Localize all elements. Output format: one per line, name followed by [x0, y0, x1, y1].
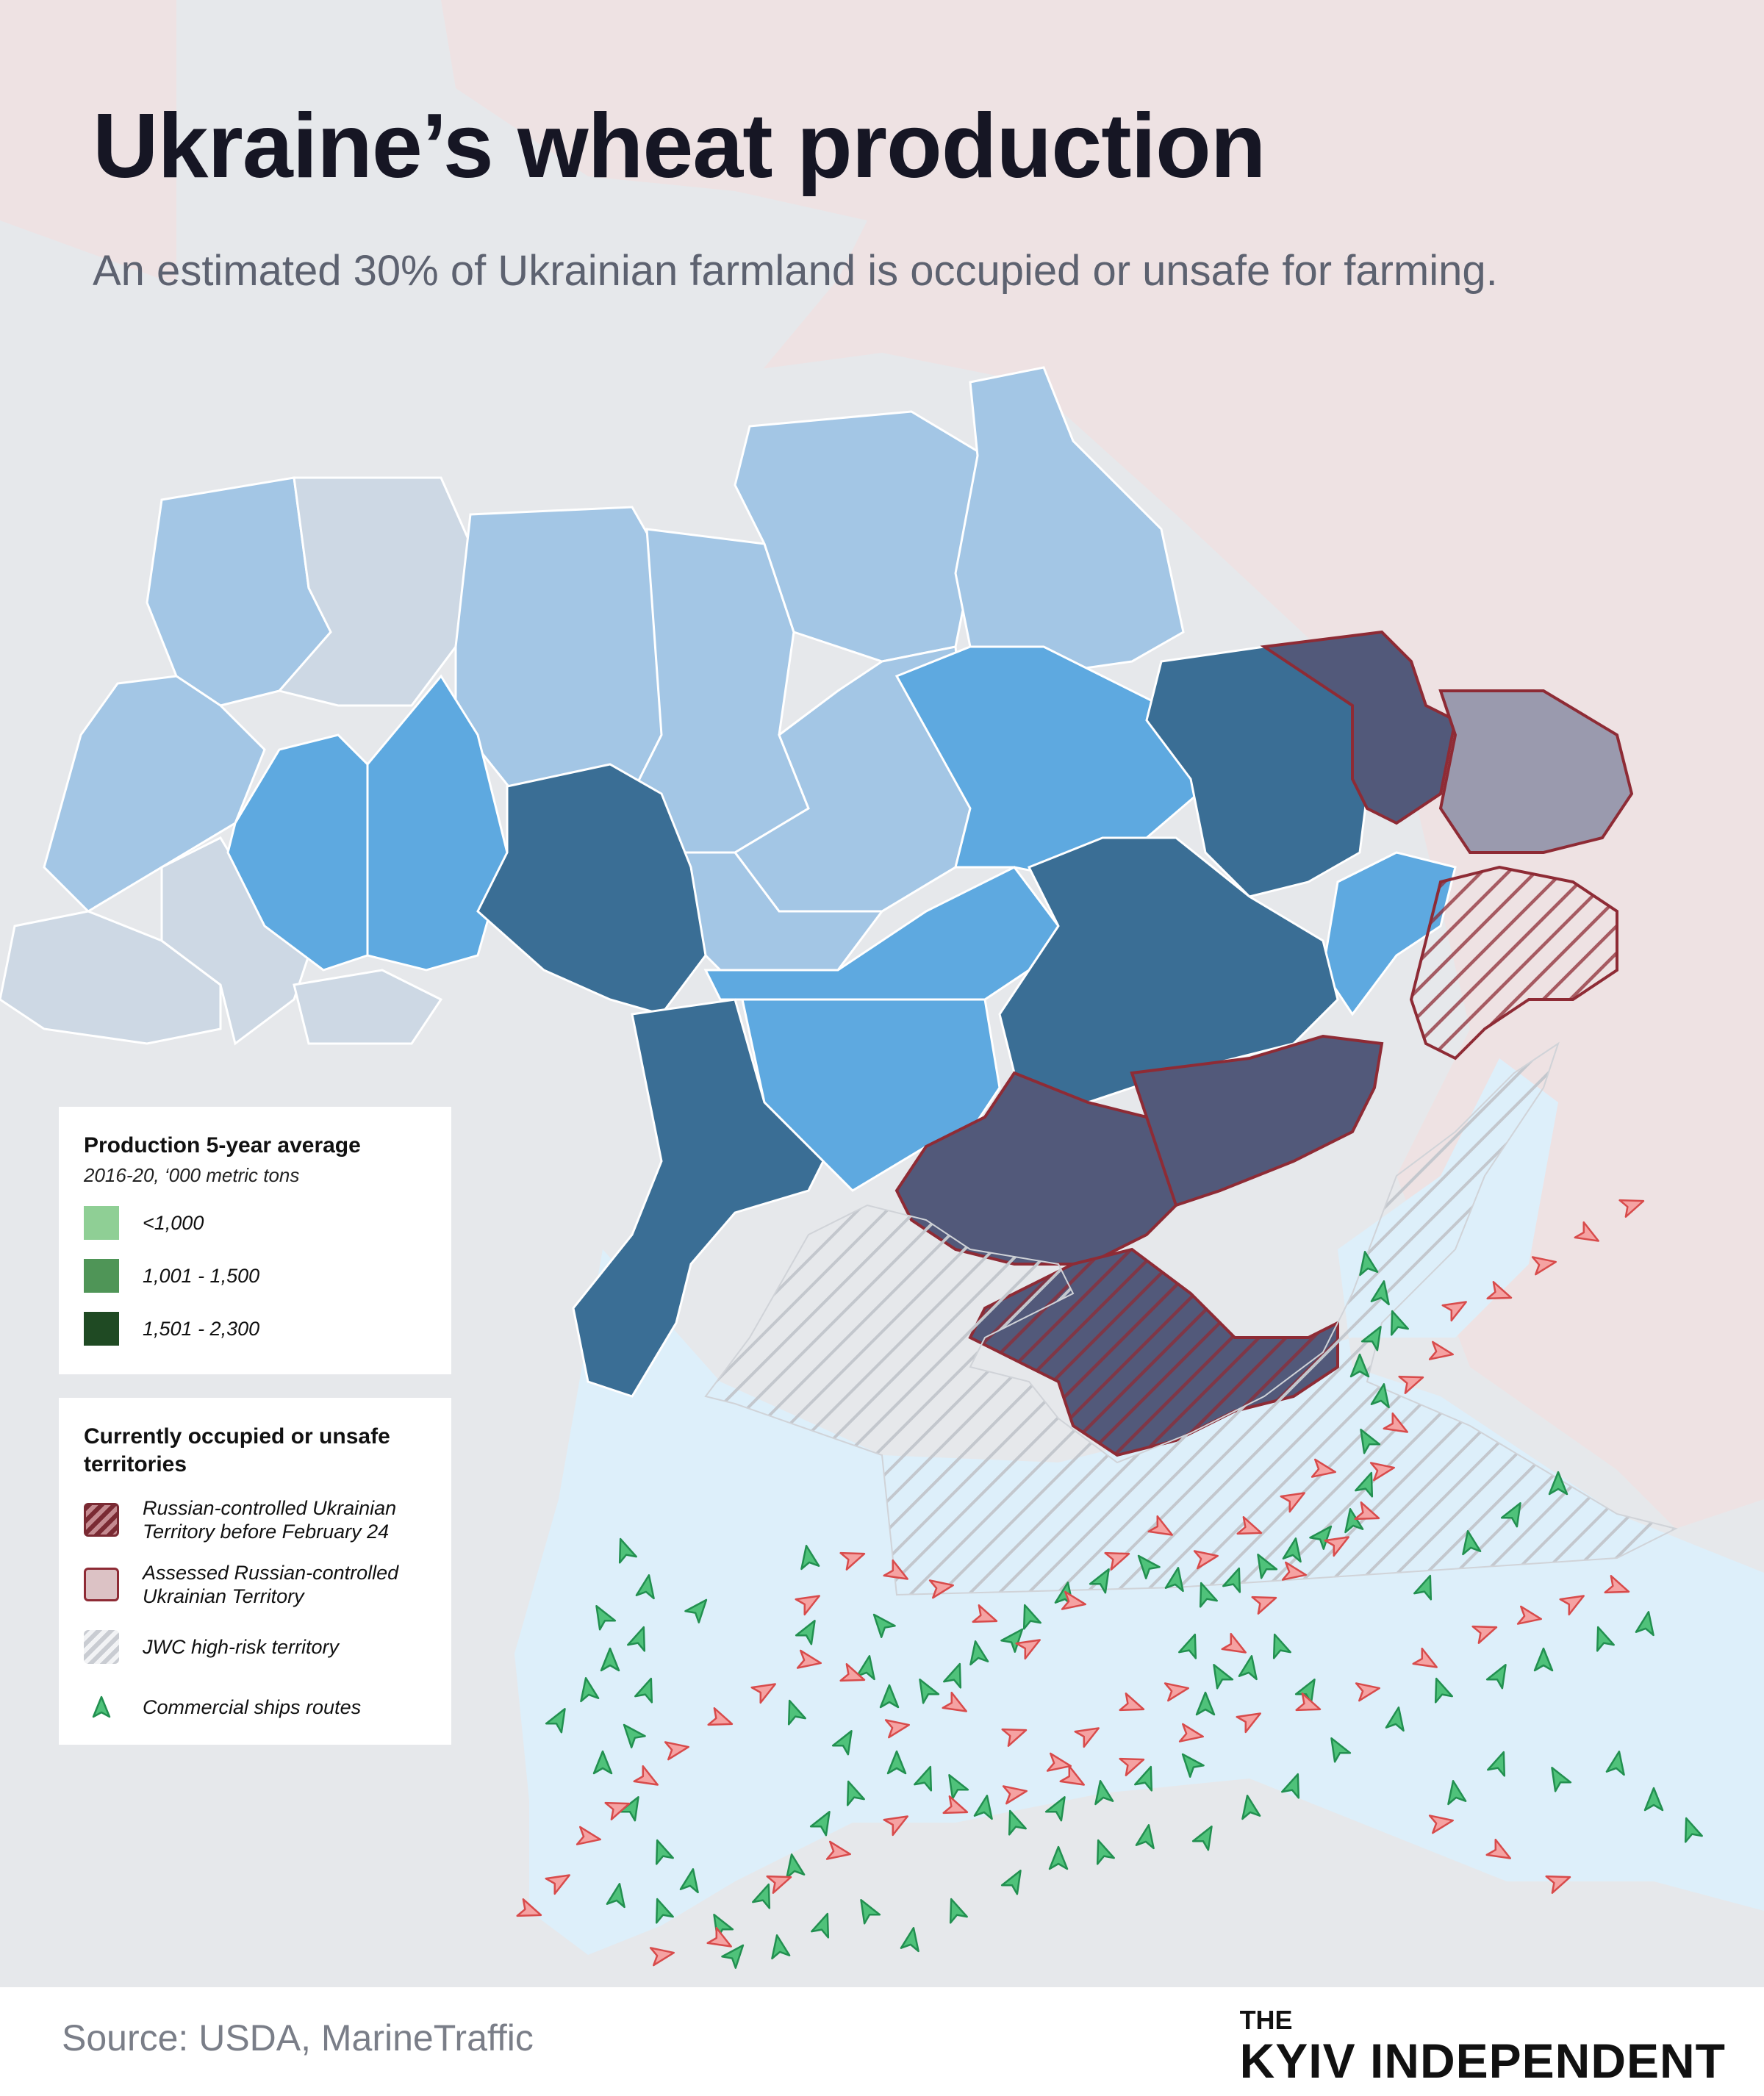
pink-swatch: [84, 1568, 119, 1601]
region-sumy: [954, 366, 1185, 678]
ship-red-icon: [1428, 1340, 1456, 1365]
legend-item-label: 1,001 - 1,500: [143, 1265, 260, 1287]
swatch-high: [84, 1312, 119, 1346]
page-title: Ukraine’s wheat production: [93, 96, 1266, 197]
region-crimea-hatch: [970, 1249, 1338, 1455]
ship-green-icon: [811, 1909, 837, 1939]
source-note: Source: USDA, MarineTraffic: [62, 2017, 534, 2059]
legend-item: Commercial ships routes: [84, 1686, 426, 1729]
grey-hatched-swatch: [84, 1630, 119, 1664]
ship-green-icon: [942, 1895, 968, 1924]
ship-green-icon: [1191, 1821, 1221, 1851]
ship-green-icon: [900, 1925, 924, 1953]
ship-green-icon: [1089, 1836, 1115, 1865]
ship-green-icon: [852, 1895, 881, 1925]
legend-territory: Currently occupied or unsafe territories…: [59, 1398, 451, 1745]
belarus-area: [176, 0, 867, 470]
swatch-mid: [84, 1259, 119, 1293]
jwc-high-risk-zone: [704, 1041, 1678, 1596]
region-luhansk-occupied: [1260, 630, 1458, 825]
region-luhansk-east: [1438, 689, 1634, 854]
ship-green-icon: [752, 1880, 778, 1909]
ship-triangle-icon: [84, 1690, 119, 1724]
ship-green-icon: [781, 1851, 806, 1879]
legend-item: 1,001 - 1,500: [84, 1259, 426, 1293]
legend-item: 1,501 - 2,300: [84, 1312, 426, 1346]
legend-production-note: 2016-20, ‘000 metric tons: [84, 1164, 300, 1186]
legend-item-label: JWC high-risk territory: [143, 1636, 340, 1658]
region-donetsk-prewar: [1409, 865, 1618, 1060]
region-zaporizhzhia-occupied: [1130, 1034, 1384, 1207]
legend-item: Russian-controlled Ukrainian Territory b…: [84, 1496, 426, 1543]
legend-item-label: Assessed Russian-controlled Ukrainian Te…: [143, 1562, 399, 1607]
ship-green-icon: [767, 1932, 791, 1960]
legend-item: <1,000: [84, 1206, 426, 1240]
region-chernivtsi: [293, 969, 443, 1045]
legend-item-label: <1,000: [143, 1212, 204, 1234]
ship-green-icon: [1135, 1822, 1159, 1850]
brand-top: THE: [1239, 2005, 1293, 2035]
legend-item: Assessed Russian-controlled Ukrainian Te…: [84, 1561, 426, 1608]
legend-item-label: Russian-controlled Ukrainian Territory b…: [143, 1497, 397, 1543]
region-zhytomyr: [454, 506, 663, 795]
legend-item-label: Commercial ships routes: [143, 1696, 362, 1718]
ship-green-icon: [1000, 1865, 1030, 1895]
region-kharkiv-mid: [894, 645, 1200, 883]
region-odesa: [572, 998, 825, 1398]
legend-territory-title: Currently occupied or unsafe territories: [84, 1424, 390, 1476]
region-lviv: [43, 675, 266, 913]
hatched-red-swatch: [84, 1503, 119, 1537]
legend-production-title: Production 5-year average: [84, 1133, 361, 1158]
ship-red-icon: [825, 1840, 853, 1864]
ship-red-icon: [649, 1942, 677, 1967]
page-subtitle: An estimated 30% of Ukrainian farmland i…: [93, 247, 1498, 295]
legend-item: JWC high-risk territory: [84, 1626, 426, 1668]
brand-name: KYIV INDEPENDENT: [1239, 2034, 1726, 2088]
region-rivne: [277, 476, 472, 707]
legend-item-label: 1,501 - 2,300: [143, 1318, 260, 1340]
ship-green-icon: [1048, 1845, 1069, 1870]
swatch-low: [84, 1206, 119, 1240]
legend-production: Production 5-year average 2016-20, ‘000 …: [59, 1107, 451, 1374]
footer: Source: USDA, MarineTraffic THE KYIV IND…: [0, 1987, 1764, 2096]
brand-logo: THE KYIV INDEPENDENT: [1239, 2005, 1726, 2088]
ship-green-icon: [1237, 1792, 1261, 1820]
